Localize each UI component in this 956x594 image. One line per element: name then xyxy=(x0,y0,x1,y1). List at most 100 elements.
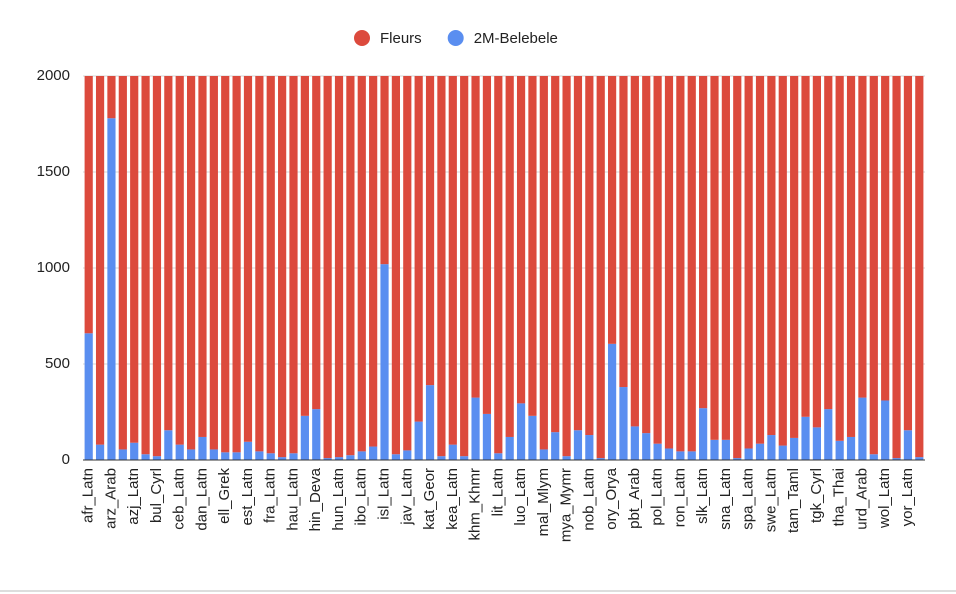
x-tick-label: afr_Latn xyxy=(80,468,97,523)
bar-segment xyxy=(437,456,446,460)
bar-segment xyxy=(630,426,639,460)
bar-segment xyxy=(266,453,275,460)
bar-segment xyxy=(369,76,378,447)
bar-segment xyxy=(164,76,173,431)
bar-segment xyxy=(198,436,207,460)
bar-segment xyxy=(744,448,753,460)
bar-segment xyxy=(699,76,708,409)
bar-segment xyxy=(619,387,628,460)
x-tick-label: fra_Latn xyxy=(262,468,279,523)
bar-segment xyxy=(482,76,492,414)
bar-segment xyxy=(84,333,93,460)
bar-segment xyxy=(186,76,196,450)
bar-segment xyxy=(755,443,765,460)
x-tick-label: dan_Latn xyxy=(193,468,210,531)
x-tick-label: isl_Latn xyxy=(375,468,392,520)
x-tick-label: tha_Thai xyxy=(831,468,848,526)
x-tick-label: ell_Grek xyxy=(216,468,233,524)
bar-segment xyxy=(664,76,674,449)
bar-segment xyxy=(687,76,696,452)
bar-segment xyxy=(209,449,218,460)
bar-segment xyxy=(630,76,639,427)
bar-segment xyxy=(892,458,901,460)
bar-segment xyxy=(596,458,605,460)
x-tick-label: swe_Latn xyxy=(762,468,779,532)
bar-segment xyxy=(425,76,435,386)
bar-segment xyxy=(790,76,799,438)
x-tick-label: luo_Latn xyxy=(512,468,529,526)
bar-segment xyxy=(585,435,594,460)
bar-segment xyxy=(323,458,332,460)
x-tick-label: jav_Latn xyxy=(398,468,415,526)
bar-segment xyxy=(95,444,105,460)
x-tick-label: tgk_Cyrl xyxy=(808,468,825,523)
bar-segment xyxy=(414,76,423,422)
bar-segment xyxy=(664,448,674,460)
x-tick-label: kea_Latn xyxy=(444,468,461,530)
x-tick-label: pol_Latn xyxy=(649,468,666,526)
y-tick-label: 1000 xyxy=(37,259,70,276)
bar-segment xyxy=(744,76,753,449)
bar-segment xyxy=(380,76,389,265)
x-tick-label: mya_Mymr xyxy=(558,468,575,542)
bar-segment xyxy=(380,264,389,460)
x-tick-label: ory_Orya xyxy=(603,467,620,529)
bar-segment xyxy=(391,454,401,460)
bar-segment xyxy=(562,456,571,460)
bar-segment xyxy=(448,444,457,460)
bar-segment xyxy=(471,76,480,398)
y-tick-label: 500 xyxy=(45,355,70,372)
bar-segment xyxy=(539,449,548,460)
bar-segment xyxy=(95,76,105,445)
x-tick-label: spa_Latn xyxy=(740,468,757,530)
bar-segment xyxy=(403,450,412,460)
x-tick-label: ibo_Latn xyxy=(353,468,370,526)
bar-segment xyxy=(881,400,890,460)
bar-segment xyxy=(84,76,93,334)
bar-segment xyxy=(596,76,605,459)
bar-segment xyxy=(312,76,321,410)
bar-segment xyxy=(915,76,924,458)
x-tick-label: urd_Arab xyxy=(853,468,870,530)
bar-segment xyxy=(141,454,150,460)
bar-segment xyxy=(278,457,287,460)
bar-segment xyxy=(619,76,628,388)
bar-segment xyxy=(835,440,844,460)
bar-segment xyxy=(460,76,469,457)
bar-segment xyxy=(334,457,344,460)
bar-segment xyxy=(687,451,696,460)
bar-segment xyxy=(551,76,560,433)
bar-segment xyxy=(369,446,378,460)
bar-segment xyxy=(141,76,150,455)
bar-segment xyxy=(505,76,514,437)
bar-segment xyxy=(812,76,822,428)
x-tick-label: khm_Khmr xyxy=(467,468,484,541)
bar-segment xyxy=(289,76,298,454)
bar-segment xyxy=(312,409,321,460)
x-tick-label: arz_Arab xyxy=(102,468,119,529)
y-tick-label: 0 xyxy=(62,451,70,468)
bar-segment xyxy=(266,76,275,454)
x-tick-label: pbt_Arab xyxy=(626,468,643,529)
bar-segment xyxy=(130,442,139,460)
x-tick-label: sna_Latn xyxy=(717,468,734,530)
bar-segment xyxy=(278,76,287,458)
bar-segment xyxy=(585,76,594,436)
bar-segment xyxy=(175,76,184,445)
bar-segment xyxy=(767,435,776,460)
bar-segment xyxy=(676,451,685,460)
bar-segment xyxy=(607,76,617,344)
x-tick-label: tam_Taml xyxy=(785,468,802,533)
bar-segment xyxy=(221,452,230,460)
bar-segment xyxy=(391,76,401,455)
bar-segment xyxy=(573,430,583,460)
x-tick-label: nob_Latn xyxy=(580,468,597,531)
bar-segment xyxy=(425,385,435,460)
bar-segment xyxy=(721,76,730,440)
bar-segment xyxy=(733,76,742,459)
bar-segment xyxy=(118,449,127,460)
bar-segment xyxy=(516,403,526,460)
bar-segment xyxy=(835,76,844,441)
x-tick-label: lit_Latn xyxy=(489,468,506,516)
